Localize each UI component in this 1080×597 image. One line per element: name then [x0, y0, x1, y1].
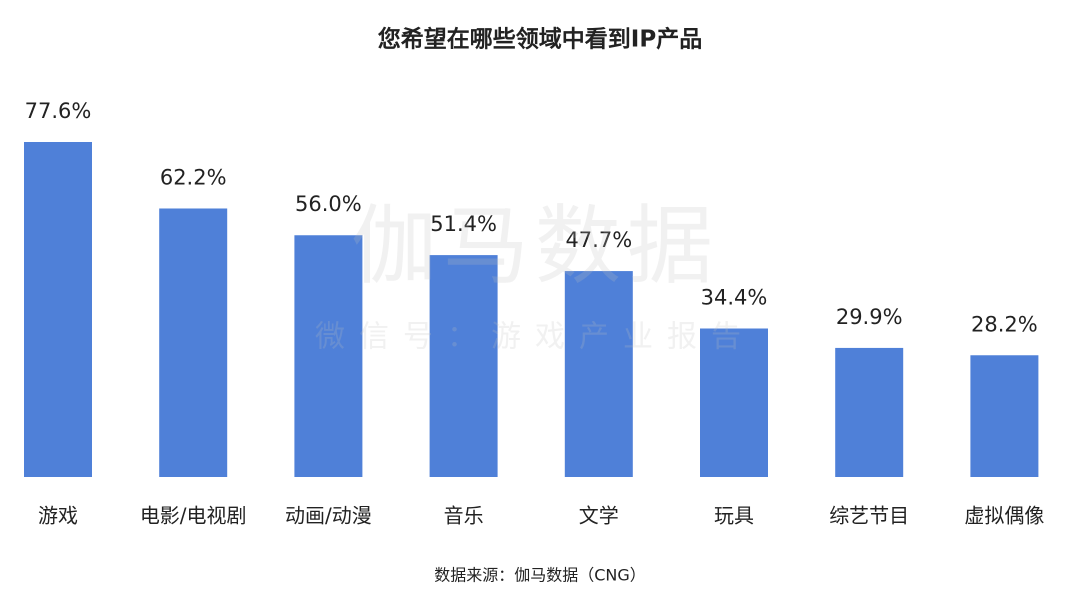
- value-label: 56.0%: [295, 192, 362, 216]
- value-label: 28.2%: [971, 312, 1038, 336]
- value-label: 34.4%: [701, 285, 768, 309]
- value-label: 77.6%: [25, 99, 92, 123]
- bar: [835, 347, 904, 477]
- bar: [429, 255, 498, 477]
- x-tick-label: 动画/动漫: [285, 504, 372, 528]
- watermark: 伽马数据: [351, 196, 719, 296]
- bar: [159, 208, 228, 477]
- x-tick-label: 电影/电视剧: [140, 504, 247, 528]
- x-tick-label: 虚拟偶像: [964, 504, 1044, 528]
- value-label: 51.4%: [430, 212, 497, 236]
- chart-title: 您希望在哪些领域中看到IP产品: [378, 26, 702, 53]
- value-label: 29.9%: [836, 305, 903, 329]
- x-tick-label: 玩具: [714, 504, 754, 528]
- value-label: 62.2%: [160, 165, 227, 189]
- bar: [564, 271, 633, 477]
- watermark-subtitle: 微信号：游戏产业报告: [315, 320, 755, 355]
- source-note: 数据来源：伽马数据（CNG）: [434, 566, 646, 585]
- x-tick-label: 综艺节目: [829, 504, 909, 528]
- bar: [294, 235, 363, 477]
- x-tick-label: 文学: [579, 504, 619, 528]
- bar: [970, 355, 1039, 477]
- x-tick-label: 游戏: [38, 504, 78, 528]
- value-label: 47.7%: [565, 228, 632, 252]
- bar: [24, 142, 92, 477]
- bar: [700, 328, 768, 477]
- x-tick-label: 音乐: [444, 504, 484, 528]
